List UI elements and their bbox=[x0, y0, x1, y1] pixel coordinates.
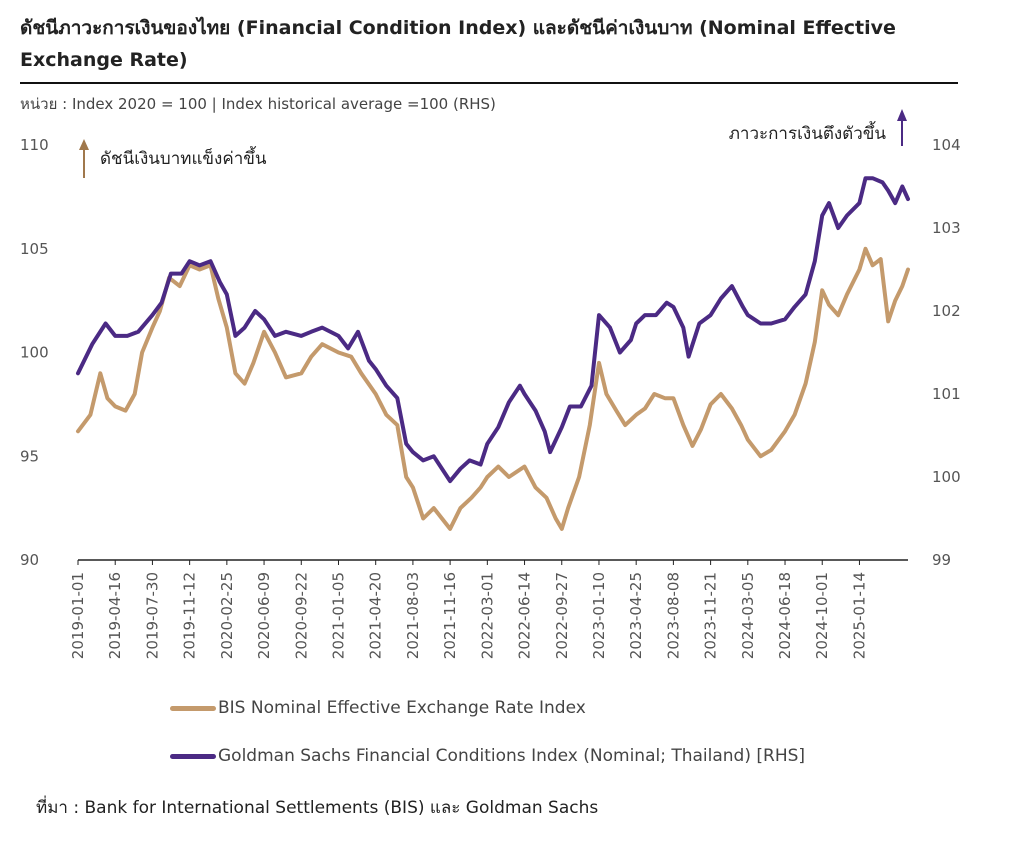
x-tick-label: 2022-09-27 bbox=[553, 572, 571, 659]
legend-swatch-gs bbox=[170, 753, 216, 759]
y-right-tick-label: 103 bbox=[932, 219, 961, 237]
x-tick-label: 2021-08-03 bbox=[404, 572, 422, 659]
title-divider bbox=[20, 82, 958, 84]
x-tick-label: 2023-04-25 bbox=[627, 572, 645, 659]
x-tick-label: 2021-04-20 bbox=[367, 572, 385, 659]
x-tick-label: 2019-04-16 bbox=[106, 572, 124, 659]
annotation-right: ภาวะการเงินตึงตัวขึ้น bbox=[729, 121, 887, 144]
y-left-tick-label: 110 bbox=[20, 136, 49, 154]
legend-item-gs: Goldman Sachs Financial Conditions Index… bbox=[170, 746, 805, 766]
gs-series-line bbox=[76, 176, 910, 484]
legend-label-gs: Goldman Sachs Financial Conditions Index… bbox=[218, 746, 806, 766]
x-tick-label: 2022-03-01 bbox=[478, 572, 496, 659]
x-tick-label: 2021-11-16 bbox=[441, 572, 459, 659]
source-note: ที่มา : Bank for International Settlemen… bbox=[36, 798, 599, 818]
x-tick-label: 2023-11-21 bbox=[702, 572, 720, 659]
legend-item-bis: BIS Nominal Effective Exchange Rate Inde… bbox=[170, 698, 586, 718]
arrow-head-left-icon bbox=[79, 139, 89, 150]
chart-title: ดัชนีภาวะการเงินของไทย (Financial Condit… bbox=[20, 17, 896, 71]
y-right-tick-label: 104 bbox=[932, 136, 961, 154]
y-axis-right: 99 100 101 102 103 104 bbox=[932, 136, 961, 569]
x-tick-label: 2022-06-14 bbox=[516, 572, 534, 659]
x-axis-ticks: 2019-01-01 2019-04-16 2019-07-30 2019-11-12… bbox=[69, 559, 908, 659]
y-left-tick-label: 95 bbox=[20, 447, 39, 465]
arrow-head-right-icon bbox=[897, 109, 907, 121]
x-tick-label: 2024-03-05 bbox=[739, 572, 757, 659]
y-right-tick-label: 101 bbox=[932, 385, 961, 403]
x-tick-label: 2019-01-01 bbox=[69, 572, 87, 659]
y-axis-left: 90 95 100 105 110 bbox=[20, 136, 49, 569]
x-tick-label: 2020-02-25 bbox=[218, 572, 236, 659]
legend-label-bis: BIS Nominal Effective Exchange Rate Inde… bbox=[218, 698, 586, 718]
series-lines bbox=[76, 176, 910, 531]
y-right-tick-label: 102 bbox=[932, 302, 961, 320]
y-right-tick-label: 100 bbox=[932, 468, 961, 486]
annotation-left: ดัชนีเงินบาทแข็งค่าขึ้น bbox=[100, 146, 267, 169]
unit-note: หน่วย : Index 2020 = 100 | Index histori… bbox=[20, 95, 496, 113]
y-left-tick-label: 90 bbox=[20, 551, 39, 569]
x-tick-label: 2025-01-14 bbox=[850, 572, 868, 659]
y-left-tick-label: 100 bbox=[20, 344, 49, 362]
y-right-tick-label: 99 bbox=[932, 551, 951, 569]
x-tick-label: 2024-10-01 bbox=[813, 572, 831, 659]
x-tick-label: 2020-09-22 bbox=[292, 572, 310, 659]
x-tick-label: 2023-08-08 bbox=[664, 572, 682, 659]
x-tick-label: 2019-07-30 bbox=[143, 572, 161, 659]
x-tick-label: 2024-06-18 bbox=[776, 572, 794, 659]
x-tick-label: 2023-01-10 bbox=[590, 572, 608, 659]
x-tick-label: 2020-06-09 bbox=[255, 572, 273, 659]
bis-series-line bbox=[76, 246, 910, 531]
annotation-arrows: ดัชนีเงินบาทแข็งค่าขึ้น ภาวะการเงินตึงตัว… bbox=[79, 109, 907, 178]
legend-swatch-bis bbox=[170, 705, 216, 711]
x-tick-label: 2021-01-05 bbox=[329, 572, 347, 659]
y-left-tick-label: 105 bbox=[20, 240, 49, 258]
x-tick-label: 2019-11-12 bbox=[181, 572, 199, 659]
